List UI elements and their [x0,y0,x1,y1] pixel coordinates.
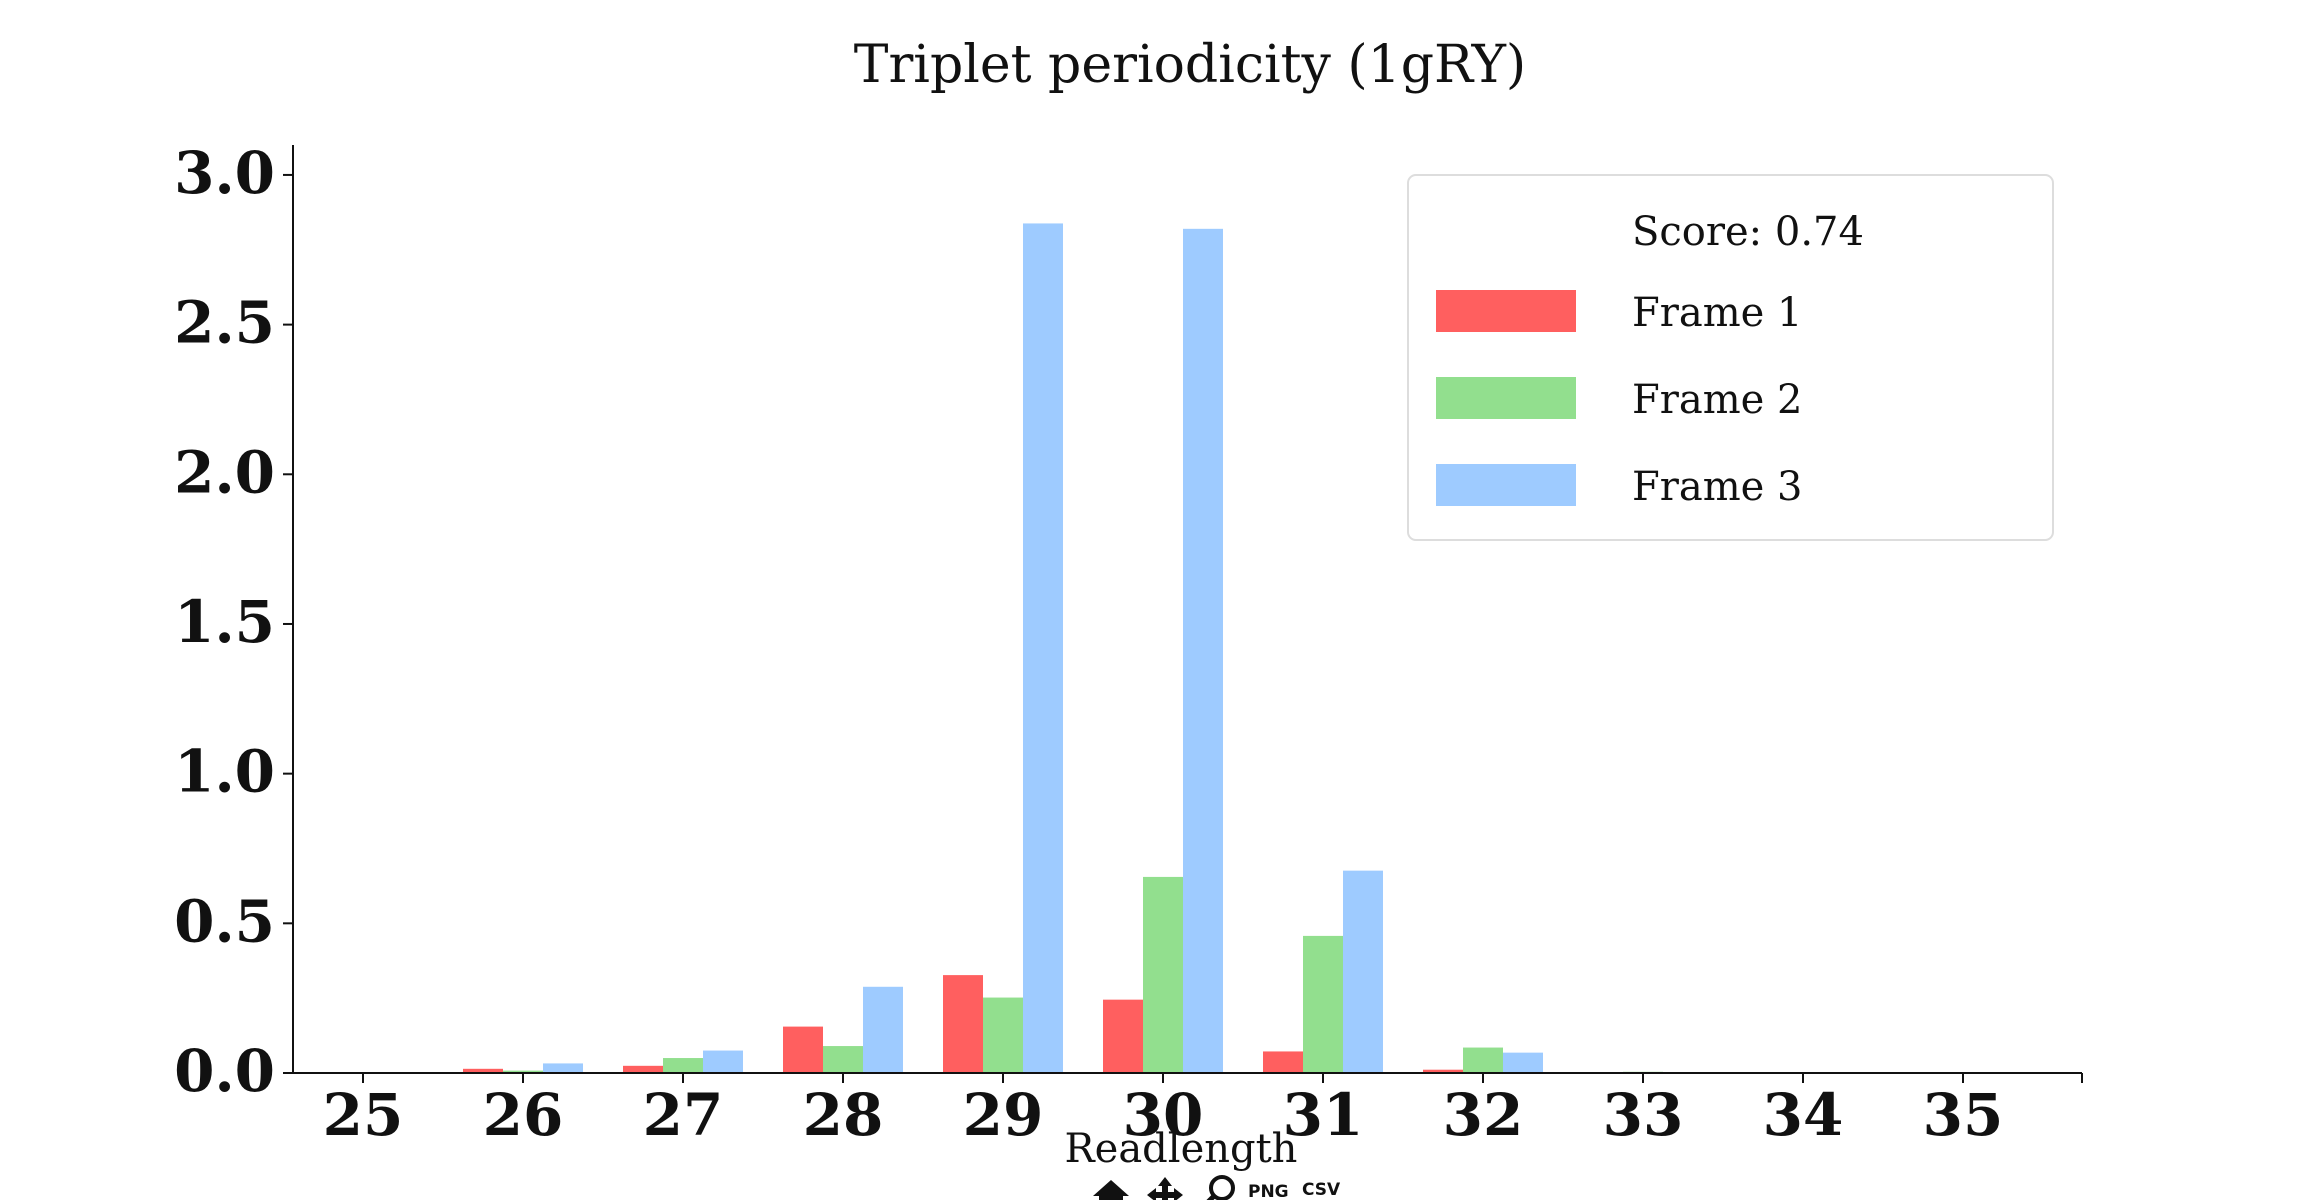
x-tick-label: 26 [483,1081,564,1149]
zoom-icon-handle [1206,1194,1216,1200]
y-tick-label: 0.0 [174,1037,275,1105]
axes-group: 0.0 0.5 1.0 1.5 2.0 2.5 3.0 25 26 27 28 29 30 31 32 33 3… [174,139,2083,1149]
bar-frame-2-32 [1463,1047,1503,1073]
home-icon-shape [1093,1180,1129,1200]
legend-swatch-2 [1436,377,1576,419]
legend-label-3: Frame 3 [1632,464,1803,510]
legend: Score: 0.74 Frame 1 Frame 2 Frame 3 [1407,174,2054,541]
bar-frame-3-29 [1023,223,1063,1073]
bar-frame-1-31 [1263,1051,1303,1073]
home-icon[interactable] [1093,1180,1129,1200]
x-tick-label: 31 [1283,1081,1364,1149]
plot-toolbar: PNG CSV [1093,1175,1341,1200]
bar-frame-1-27 [623,1065,663,1073]
bar-frame-1-29 [943,975,983,1073]
zoom-icon-lens [1209,1175,1235,1200]
bar-frame-3-26 [543,1063,583,1073]
y-tick-label: 0.5 [174,887,275,955]
bar-frame-2-30 [1143,876,1183,1073]
png-button[interactable]: PNG [1248,1182,1289,1200]
bar-frame-3-31 [1343,870,1383,1073]
csv-button[interactable]: CSV [1302,1180,1341,1200]
bar-frame-3-32 [1503,1052,1543,1073]
bars-group [303,223,1703,1074]
legend-label-1: Frame 1 [1632,290,1803,336]
x-tick-label: 29 [963,1081,1044,1149]
bar-frame-2-26 [503,1070,543,1073]
pan-icon-shape [1147,1177,1183,1200]
x-tick-label: 30 [1123,1081,1204,1149]
bar-frame-1-28 [783,1026,823,1073]
bar-frame-1-30 [1103,999,1143,1073]
bar-frame-1-32 [1423,1069,1463,1073]
legend-label-2: Frame 2 [1632,377,1803,423]
x-tick-label: 35 [1923,1081,2004,1149]
y-tick-label: 1.0 [174,738,275,806]
x-tick-label: 25 [323,1081,404,1149]
bar-frame-2-27 [663,1058,703,1073]
pan-icon[interactable] [1147,1177,1183,1200]
chart-title: Triplet periodicity (1gRY) [854,35,1526,95]
y-tick-label: 2.5 [174,289,275,357]
x-tick-label: 27 [643,1081,724,1149]
x-axis-label: Readlength [1065,1126,1298,1172]
legend-swatch-1 [1436,290,1576,332]
legend-box [1407,174,2054,541]
x-tick-label: 34 [1763,1081,1844,1149]
x-tick-label: 28 [803,1081,884,1149]
bar-frame-3-28 [863,986,903,1073]
x-tick-label: 33 [1603,1081,1684,1149]
bar-frame-3-27 [703,1050,743,1073]
y-tick-label: 2.0 [174,438,275,506]
y-tick-label: 3.0 [174,139,275,207]
zoom-icon[interactable] [1202,1175,1235,1200]
x-tick-label: 32 [1443,1081,1524,1149]
bar-frame-2-31 [1303,935,1343,1073]
legend-swatch-3 [1436,464,1576,506]
legend-score: Score: 0.74 [1632,209,1864,255]
bar-frame-2-29 [983,997,1023,1073]
bar-frame-1-26 [463,1068,503,1073]
bar-frame-3-30 [1183,228,1223,1074]
bar-frame-2-28 [823,1046,863,1073]
y-tick-label: 1.5 [174,588,275,656]
